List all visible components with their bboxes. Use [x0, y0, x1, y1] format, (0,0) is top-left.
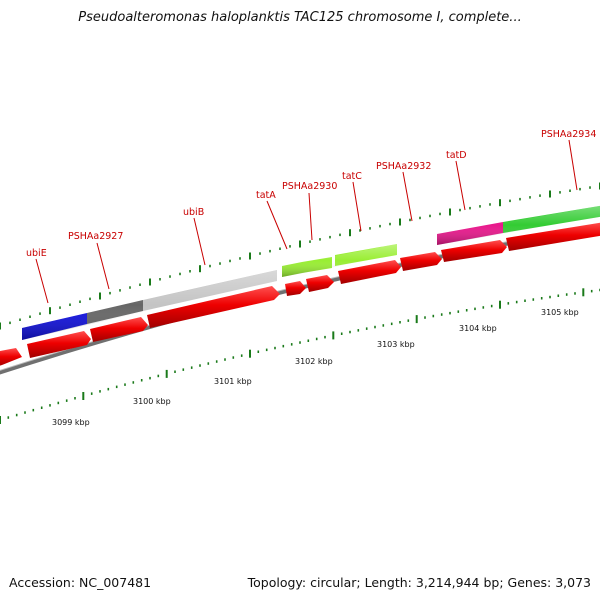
leader-PSHAa2927 [96, 242, 110, 290]
leader-tatC [352, 181, 362, 232]
scale-label: 3101 kbp [214, 377, 252, 386]
gene-label[interactable]: tatD [446, 150, 467, 161]
genome-summary-text: Topology: circular; Length: 3,214,944 bp… [247, 575, 591, 590]
cds-arrow[interactable] [0, 348, 22, 367]
cds-arrows [0, 222, 600, 367]
gene-label[interactable]: PSHAa2932 [376, 161, 431, 172]
cds-arrow[interactable] [285, 281, 306, 296]
gene-label[interactable]: ubiE [26, 248, 47, 259]
gene-bar-shade [282, 244, 397, 277]
cds-arrow[interactable] [338, 260, 401, 284]
gene-bars [22, 205, 600, 340]
gene-label[interactable]: PSHAa2927 [68, 231, 123, 242]
cds-arrow[interactable] [400, 252, 442, 271]
scale-label: 3104 kbp [459, 324, 497, 333]
scale-label: 3099 kbp [52, 418, 90, 427]
leader-ubiE [35, 258, 49, 304]
leader-tatD [455, 160, 466, 211]
gene-label[interactable]: tatC [342, 171, 362, 182]
gene-bar-shade [437, 205, 600, 245]
cds-arrow[interactable] [27, 331, 91, 358]
cds-arrow[interactable] [90, 317, 148, 342]
gene-label[interactable]: PSHAa2934 [541, 129, 596, 140]
gene-leader-lines [35, 139, 578, 304]
scale-label: 3103 kbp [377, 340, 415, 349]
scale-label: 3102 kbp [295, 357, 333, 366]
cds-arrow[interactable] [441, 240, 507, 262]
gene-label[interactable]: PSHAa2930 [282, 181, 337, 192]
cds-arrow[interactable] [147, 286, 280, 328]
gene-label[interactable]: tatA [256, 190, 276, 201]
cds-arrow[interactable] [306, 275, 334, 292]
page-title: Pseudoalteromonas haloplanktis TAC125 ch… [78, 10, 522, 25]
leader-PSHAa2934 [568, 139, 578, 191]
scale-label: 3105 kbp [541, 308, 579, 317]
leader-PSHAa2930 [308, 192, 313, 241]
cds-arrow[interactable] [506, 222, 600, 251]
leader-PSHAa2932 [402, 171, 413, 222]
gene-labels: ubiE PSHAa2927 ubiB tatA PSHAa2930 tatC … [26, 129, 596, 259]
upper-ticks [0, 182, 600, 330]
leader-tatA [266, 200, 288, 250]
gene-bar-shade [22, 270, 277, 340]
scale-label: 3100 kbp [133, 397, 171, 406]
accession-text: Accession: NC_007481 [9, 575, 152, 590]
leader-ubiB [193, 217, 206, 266]
gene-label[interactable]: ubiB [183, 207, 204, 218]
scale-ticks [0, 288, 600, 424]
scale-labels: 3099 kbp 3100 kbp 3101 kbp 3102 kbp 3103… [52, 308, 579, 427]
